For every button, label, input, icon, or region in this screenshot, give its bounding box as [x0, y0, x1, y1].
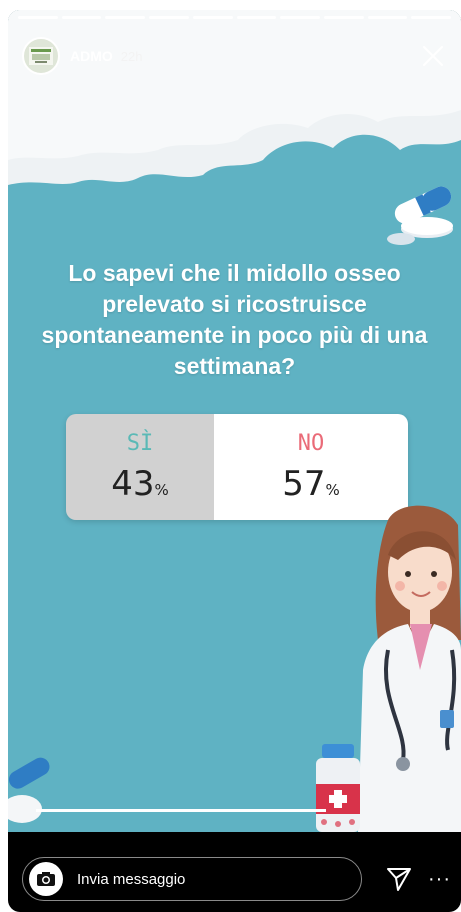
- poll-option-label: NO: [297, 430, 325, 456]
- progress-segment: [367, 16, 408, 19]
- story-viewer[interactable]: ADMO 22h Lo sapevi che il midollo osseo …: [8, 10, 461, 832]
- close-icon[interactable]: [419, 42, 447, 70]
- pills-decoration: [387, 186, 453, 245]
- more-icon[interactable]: ···: [428, 867, 451, 890]
- poll-option-yes[interactable]: SÌ 43%: [66, 414, 214, 520]
- percent-value: 43: [111, 463, 155, 504]
- progress-segment: [18, 16, 58, 19]
- message-placeholder: Invia messaggio: [77, 870, 186, 888]
- progress-segment: [192, 16, 233, 19]
- percent-unit: %: [325, 480, 340, 499]
- message-input[interactable]: Invia messaggio: [22, 857, 362, 901]
- clouds-decoration: [8, 10, 461, 185]
- story-header: ADMO 22h: [22, 34, 447, 78]
- avatar[interactable]: [22, 37, 60, 75]
- logo-icon: [29, 47, 53, 65]
- post-time: 22h: [120, 48, 143, 64]
- percent-unit: %: [154, 480, 169, 499]
- progress-segment: [236, 16, 277, 19]
- progress-segment: [411, 16, 452, 19]
- percent-value: 57: [282, 463, 326, 504]
- account-name[interactable]: ADMO: [70, 48, 113, 64]
- story-frame: ADMO 22h Lo sapevi che il midollo osseo …: [8, 10, 461, 912]
- progress-segment: [323, 16, 364, 19]
- pill-shelf-decoration: [8, 757, 326, 823]
- medicine-bottle-illustration: [316, 744, 360, 832]
- poll-option-percent: 43%: [111, 464, 169, 504]
- camera-icon[interactable]: [29, 862, 63, 896]
- progress-segment: [105, 16, 146, 19]
- doctor-illustration: [358, 505, 461, 832]
- poll-question: Lo sapevi che il midollo osseo prelevato…: [41, 260, 428, 379]
- send-icon[interactable]: [386, 866, 412, 892]
- poll-option-no[interactable]: NO 57%: [214, 414, 408, 520]
- progress-segment: [280, 16, 320, 19]
- story-progress-bar: [18, 16, 452, 19]
- poll-option-percent: 57%: [282, 464, 340, 504]
- progress-segment: [149, 16, 189, 19]
- poll-widget: SÌ 43% NO 57%: [66, 414, 408, 520]
- reply-bar: Invia messaggio ···: [8, 846, 461, 912]
- poll-option-label: SÌ: [126, 430, 154, 456]
- progress-segment: [61, 16, 102, 19]
